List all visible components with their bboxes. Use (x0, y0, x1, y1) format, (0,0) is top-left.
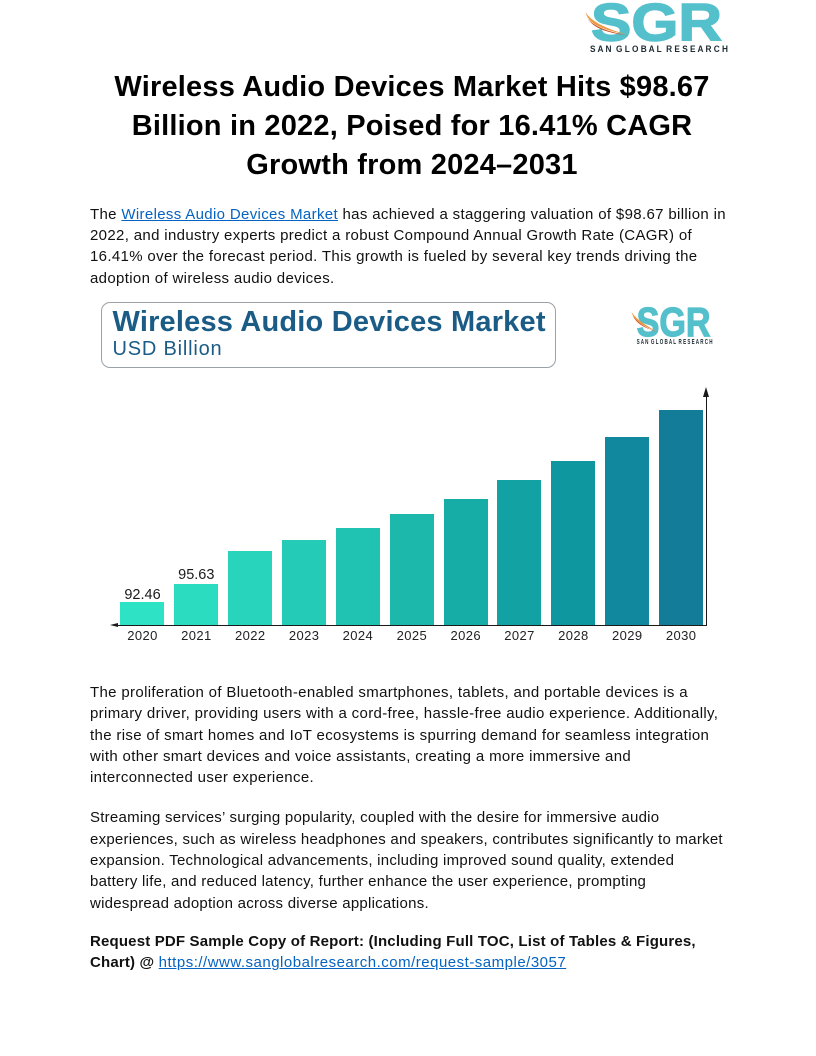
svg-text:S A N G L O B A L R E S E A: S A N G L O B A L R E S E A R C H (637, 337, 713, 346)
svg-text:SGR: SGR (591, 0, 722, 53)
svg-text:SGR: SGR (637, 299, 711, 345)
svg-text:S A N G L O B A L R E S E A: S A N G L O B A L R E S E A R C H (590, 44, 728, 55)
